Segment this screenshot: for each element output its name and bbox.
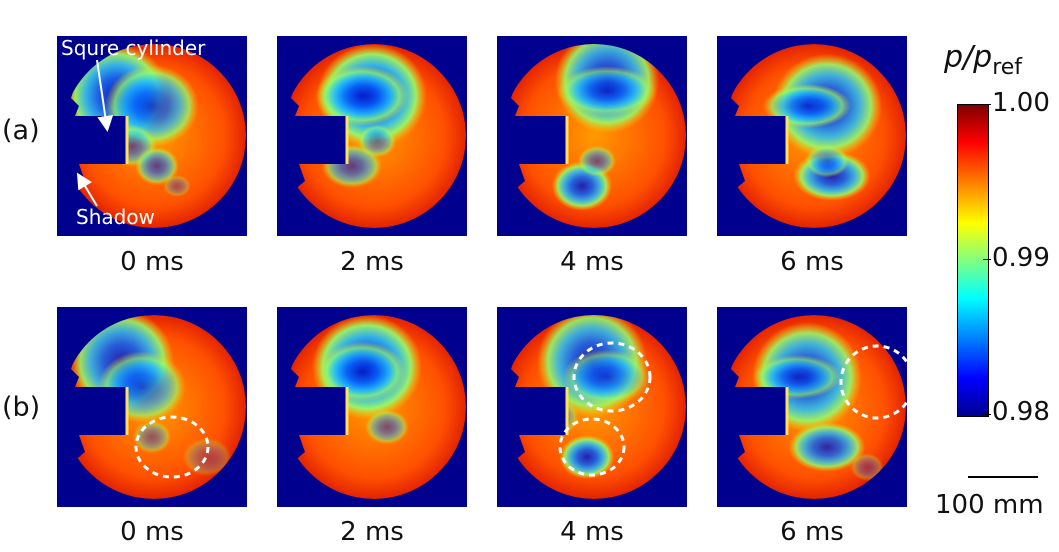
low-pressure-region bbox=[850, 453, 884, 481]
pressure-map-a-6ms bbox=[717, 36, 907, 236]
cylinder-shadow-region bbox=[717, 86, 787, 211]
time-label-b-1: 2 ms bbox=[340, 517, 404, 547]
scale-bar-line bbox=[968, 476, 1038, 478]
low-pressure-region bbox=[182, 437, 232, 477]
time-label-b-0: 0 ms bbox=[120, 517, 184, 547]
low-pressure-region bbox=[563, 349, 651, 405]
pressure-map-b-0ms bbox=[57, 307, 247, 507]
highlight-dashed-circle bbox=[134, 415, 210, 479]
low-pressure-region bbox=[163, 175, 191, 197]
highlight-dashed-circle bbox=[558, 417, 626, 477]
annotation-square-cylinder: Squre cylinder bbox=[61, 36, 206, 60]
low-pressure-region bbox=[365, 409, 409, 445]
row-label-b: (b) bbox=[2, 392, 41, 423]
low-pressure-region bbox=[559, 435, 615, 479]
scale-bar-label: 100 mm bbox=[935, 490, 1044, 520]
low-pressure-region bbox=[315, 65, 409, 127]
low-pressure-region bbox=[788, 422, 866, 472]
colorbar-title: p/pref bbox=[944, 40, 1023, 80]
cylinder-shadow-region bbox=[717, 357, 787, 482]
low-pressure-region bbox=[557, 66, 657, 116]
highlight-dashed-circle bbox=[839, 344, 907, 420]
low-pressure-region bbox=[577, 145, 617, 177]
pressure-map-b-2ms bbox=[277, 307, 467, 507]
time-label-a-0: 0 ms bbox=[120, 247, 184, 277]
pressure-map-b-6ms bbox=[717, 307, 907, 507]
colorbar-gradient bbox=[957, 104, 989, 417]
colorbar-tick-0-99: 0.99 bbox=[992, 243, 1050, 273]
low-pressure-region bbox=[357, 124, 397, 158]
colorbar-tick-1-00: 1.00 bbox=[992, 88, 1050, 118]
colorbar-tick-mark-top bbox=[983, 104, 991, 105]
annotation-shadow: Shadow bbox=[76, 205, 155, 229]
pressure-map-a-2ms bbox=[277, 36, 467, 236]
cylinder-shadow-region bbox=[497, 86, 567, 211]
cylinder-shadow-region bbox=[57, 357, 127, 482]
cylinder-shadow-region bbox=[277, 86, 347, 211]
pressure-map-b-4ms bbox=[497, 307, 687, 507]
colorbar-tick-mark-bottom bbox=[983, 414, 991, 415]
time-label-b-3: 6 ms bbox=[780, 517, 844, 547]
annotation-arrows bbox=[76, 59, 114, 207]
cylinder-shadow-region bbox=[497, 357, 567, 482]
time-label-a-2: 4 ms bbox=[560, 247, 624, 277]
low-pressure-region bbox=[135, 146, 179, 186]
row-label-a: (a) bbox=[2, 115, 40, 146]
colorbar-tick-mark-mid bbox=[983, 259, 991, 260]
colorbar-tick-0-98: 0.98 bbox=[992, 397, 1050, 427]
time-label-a-3: 6 ms bbox=[780, 247, 844, 277]
highlight-dashed-circle bbox=[572, 341, 652, 413]
time-label-b-2: 4 ms bbox=[560, 517, 624, 547]
low-pressure-region bbox=[805, 144, 849, 178]
time-label-a-1: 2 ms bbox=[340, 247, 404, 277]
cylinder-shadow-region bbox=[277, 357, 347, 482]
pressure-map-a-4ms bbox=[497, 36, 687, 236]
